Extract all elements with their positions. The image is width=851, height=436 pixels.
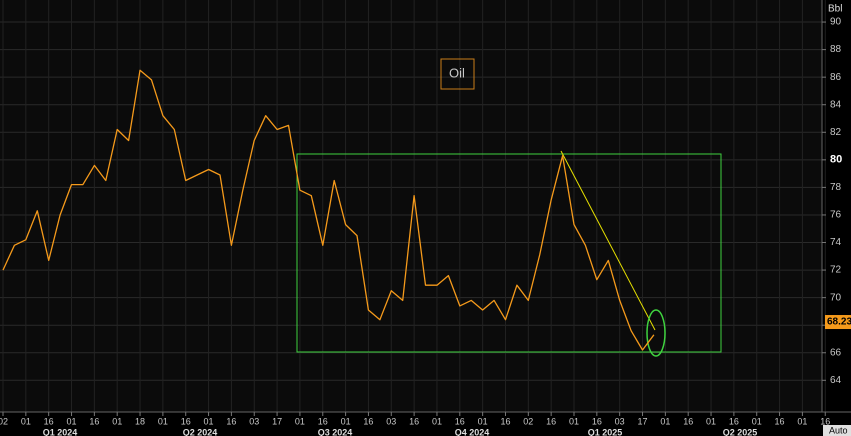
x-tick-label: 17: [272, 416, 282, 426]
x-tick-label: 01: [478, 416, 488, 426]
last-value-box: [825, 315, 851, 330]
x-tick-label: 16: [546, 416, 556, 426]
period-label: Q3 2024: [318, 427, 353, 436]
period-label: Q4 2024: [455, 427, 490, 436]
legend-box: [440, 58, 475, 90]
trend-line: [560, 150, 656, 331]
x-tick-label: 01: [21, 416, 31, 426]
period-label: Q2 2024: [183, 427, 218, 436]
auto-button[interactable]: [823, 425, 851, 436]
period-label: Q2 2025: [723, 427, 758, 436]
x-tick-label: 18: [135, 416, 145, 426]
x-tick-label: 01: [158, 416, 168, 426]
auto-button-label[interactable]: Auto: [829, 425, 848, 435]
x-tick-label: 16: [44, 416, 54, 426]
x-tick-label: 03: [249, 416, 259, 426]
period-label: Q1 2024: [43, 427, 78, 436]
y-tick-label: 64: [830, 375, 842, 386]
x-tick-label: 16: [455, 416, 465, 426]
x-tick-label: 16: [363, 416, 373, 426]
y-tick-label: 72: [830, 265, 842, 276]
highlight-ellipse: [646, 309, 666, 357]
x-tick-label: 01: [797, 416, 807, 426]
last-value-label: 68.23: [827, 317, 851, 328]
x-tick-label: 01: [67, 416, 77, 426]
x-tick-label: 16: [729, 416, 739, 426]
period-label: Q1 2025: [588, 427, 623, 436]
x-tick-label: 01: [432, 416, 442, 426]
x-tick-label: 01: [706, 416, 716, 426]
plot-area: [0, 0, 822, 412]
y-tick-label: 66: [830, 347, 842, 358]
x-tick-label: 01: [204, 416, 214, 426]
x-tick-label: 02: [0, 416, 8, 426]
x-tick-label: 02: [523, 416, 533, 426]
range-box: [296, 153, 722, 353]
x-tick-label: 16: [89, 416, 99, 426]
x-tick-label: 01: [112, 416, 122, 426]
x-tick-label: 16: [409, 416, 419, 426]
price-line: [2, 69, 655, 351]
x-tick-label: 16: [226, 416, 236, 426]
x-tick-label: 16: [775, 416, 785, 426]
grid: [0, 0, 826, 412]
x-tick-label: 01: [569, 416, 579, 426]
x-tick-label: 01: [295, 416, 305, 426]
x-tick-label: 16: [500, 416, 510, 426]
legend-entry: Oil: [449, 65, 465, 80]
x-tick-label: 16: [181, 416, 191, 426]
y-tick-label: 76: [830, 210, 842, 221]
x-tick-label: 16: [592, 416, 602, 426]
x-tick-label: 01: [660, 416, 670, 426]
x-tick-label: 03: [386, 416, 396, 426]
x-tick-label: 03: [615, 416, 625, 426]
y-tick-label: 70: [830, 292, 842, 303]
y-tick-label: 90: [830, 17, 842, 28]
x-tick-label: 01: [752, 416, 762, 426]
y-tick-label: 82: [830, 127, 842, 138]
y-tick-label: 78: [830, 182, 842, 193]
x-tick-label: 16: [683, 416, 693, 426]
x-tick-label: 16: [820, 416, 830, 426]
unit-label: Bbl: [828, 4, 842, 15]
x-tick-label: 01: [341, 416, 351, 426]
y-tick-label: 84: [830, 99, 842, 110]
y-tick-label: 74: [830, 237, 842, 248]
y-tick-label: 80: [830, 154, 842, 166]
y-tick-label: 88: [830, 44, 842, 55]
y-tick-label: 86: [830, 72, 842, 83]
x-tick-label: 16: [318, 416, 328, 426]
x-tick-label: 17: [638, 416, 648, 426]
